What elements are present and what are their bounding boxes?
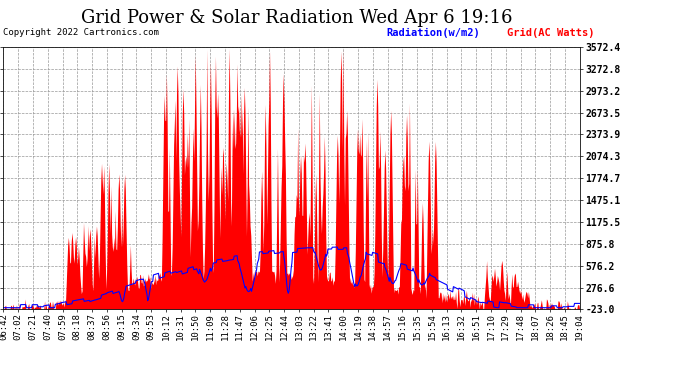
Text: Grid Power & Solar Radiation Wed Apr 6 19:16: Grid Power & Solar Radiation Wed Apr 6 1… (81, 9, 513, 27)
Text: Radiation(w/m2): Radiation(w/m2) (386, 28, 480, 38)
Text: Grid(AC Watts): Grid(AC Watts) (507, 28, 595, 38)
Text: Copyright 2022 Cartronics.com: Copyright 2022 Cartronics.com (3, 28, 159, 37)
